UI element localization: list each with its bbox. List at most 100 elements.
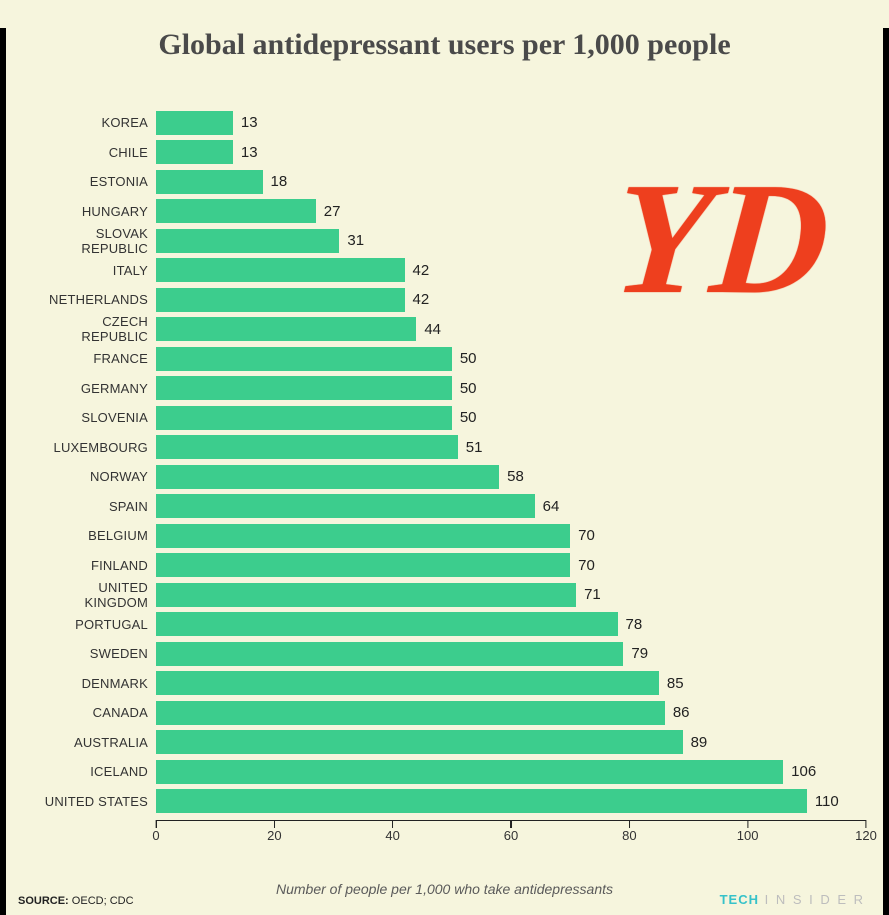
category-label: FRANCE [36,351,156,366]
category-label: NETHERLANDS [36,292,156,307]
value-label: 18 [271,173,288,190]
bar [156,140,233,164]
category-label: DENMARK [36,676,156,691]
value-label: 79 [631,645,648,662]
value-label: 42 [413,291,430,308]
x-tick-mark [392,820,394,828]
bar-track: 70 [156,521,866,551]
category-label: ESTONIA [36,174,156,189]
bar [156,494,535,518]
value-label: 70 [578,557,595,574]
brand-second: I N S I D E R [759,892,865,907]
bar-row: UNITED KINGDOM 71 [36,580,866,610]
category-label: BELGIUM [36,528,156,543]
category-label: HUNGARY [36,204,156,219]
value-label: 71 [584,586,601,603]
bar-track: 42 [156,256,866,286]
bar-row: SLOVAK REPUBLIC31 [36,226,866,256]
bar-row: BELGIUM70 [36,521,866,551]
bar [156,465,499,489]
value-label: 42 [413,262,430,279]
value-label: 50 [460,350,477,367]
bar-row: HUNGARY 27 [36,197,866,227]
x-tick-label: 0 [152,828,159,843]
bar-track: 51 [156,433,866,463]
bar-track: 58 [156,462,866,492]
brand-text: TECH I N S I D E R [720,892,865,907]
value-label: 27 [324,203,341,220]
x-tick-mark [155,820,157,828]
bar [156,347,452,371]
value-label: 64 [543,498,560,515]
category-label: PORTUGAL [36,617,156,632]
bar [156,288,405,312]
category-label: SPAIN [36,499,156,514]
bar-track: 85 [156,669,866,699]
bar [156,199,316,223]
bar-track: 27 [156,197,866,227]
x-tick-mark [865,820,867,828]
chart-title: Global antidepressant users per 1,000 pe… [6,28,883,62]
category-label: CANADA [36,705,156,720]
bar-track: 64 [156,492,866,522]
x-tick: 120 [855,828,877,843]
bar-row: SWEDEN 79 [36,639,866,669]
x-tick: 40 [385,828,399,843]
bar-row: PORTUGAL 78 [36,610,866,640]
bar-track: 13 [156,108,866,138]
value-label: 89 [691,734,708,751]
category-label: UNITED KINGDOM [36,580,156,610]
bar-track: 31 [156,226,866,256]
bar-track: 70 [156,551,866,581]
category-label: SLOVENIA [36,410,156,425]
category-label: ICELAND [36,764,156,779]
bar [156,553,570,577]
x-tick: 100 [737,828,759,843]
category-label: SLOVAK REPUBLIC [36,226,156,256]
value-label: 50 [460,380,477,397]
bar-row: LUXEMBOURG51 [36,433,866,463]
bar-row: KOREA13 [36,108,866,138]
value-label: 51 [466,439,483,456]
bar-row: FINLAND 70 [36,551,866,581]
bar [156,612,618,636]
x-tick-mark [629,820,631,828]
bar [156,671,659,695]
brand-first: TECH [720,892,759,907]
bar-row: CHILE13 [36,138,866,168]
x-tick-label: 60 [504,828,518,843]
bar [156,701,665,725]
bar-row: ITALY 42 [36,256,866,286]
bar-row: FRANCE 50 [36,344,866,374]
category-label: CHILE [36,145,156,160]
bar [156,229,339,253]
category-label: ITALY [36,263,156,278]
category-label: SWEDEN [36,646,156,661]
bar [156,642,623,666]
bar-row: DENMARK85 [36,669,866,699]
bar [156,170,263,194]
bars-container: KOREA13CHILE13ESTONIA18HUNGARY27SLOVAK R… [36,108,866,816]
bar-row: ESTONIA 18 [36,167,866,197]
x-tick-label: 80 [622,828,636,843]
bar [156,789,807,813]
bar-row: NETHERLANDS 42 [36,285,866,315]
category-label: NORWAY [36,469,156,484]
value-label: 86 [673,704,690,721]
x-tick-mark [510,820,512,828]
bar [156,730,683,754]
category-label: CZECH REPUBLIC [36,314,156,344]
bar-track: 18 [156,167,866,197]
chart-area: KOREA13CHILE13ESTONIA18HUNGARY27SLOVAK R… [36,108,866,828]
bar [156,317,416,341]
value-label: 78 [626,616,643,633]
bar-row: CZECH REPUBLIC44 [36,315,866,345]
bar [156,583,576,607]
x-tick-mark [274,820,276,828]
bar-track: 106 [156,757,866,787]
source-value: OECD; CDC [72,895,134,907]
category-label: FINLAND [36,558,156,573]
bar-track: 78 [156,610,866,640]
bar [156,760,783,784]
bar [156,406,452,430]
